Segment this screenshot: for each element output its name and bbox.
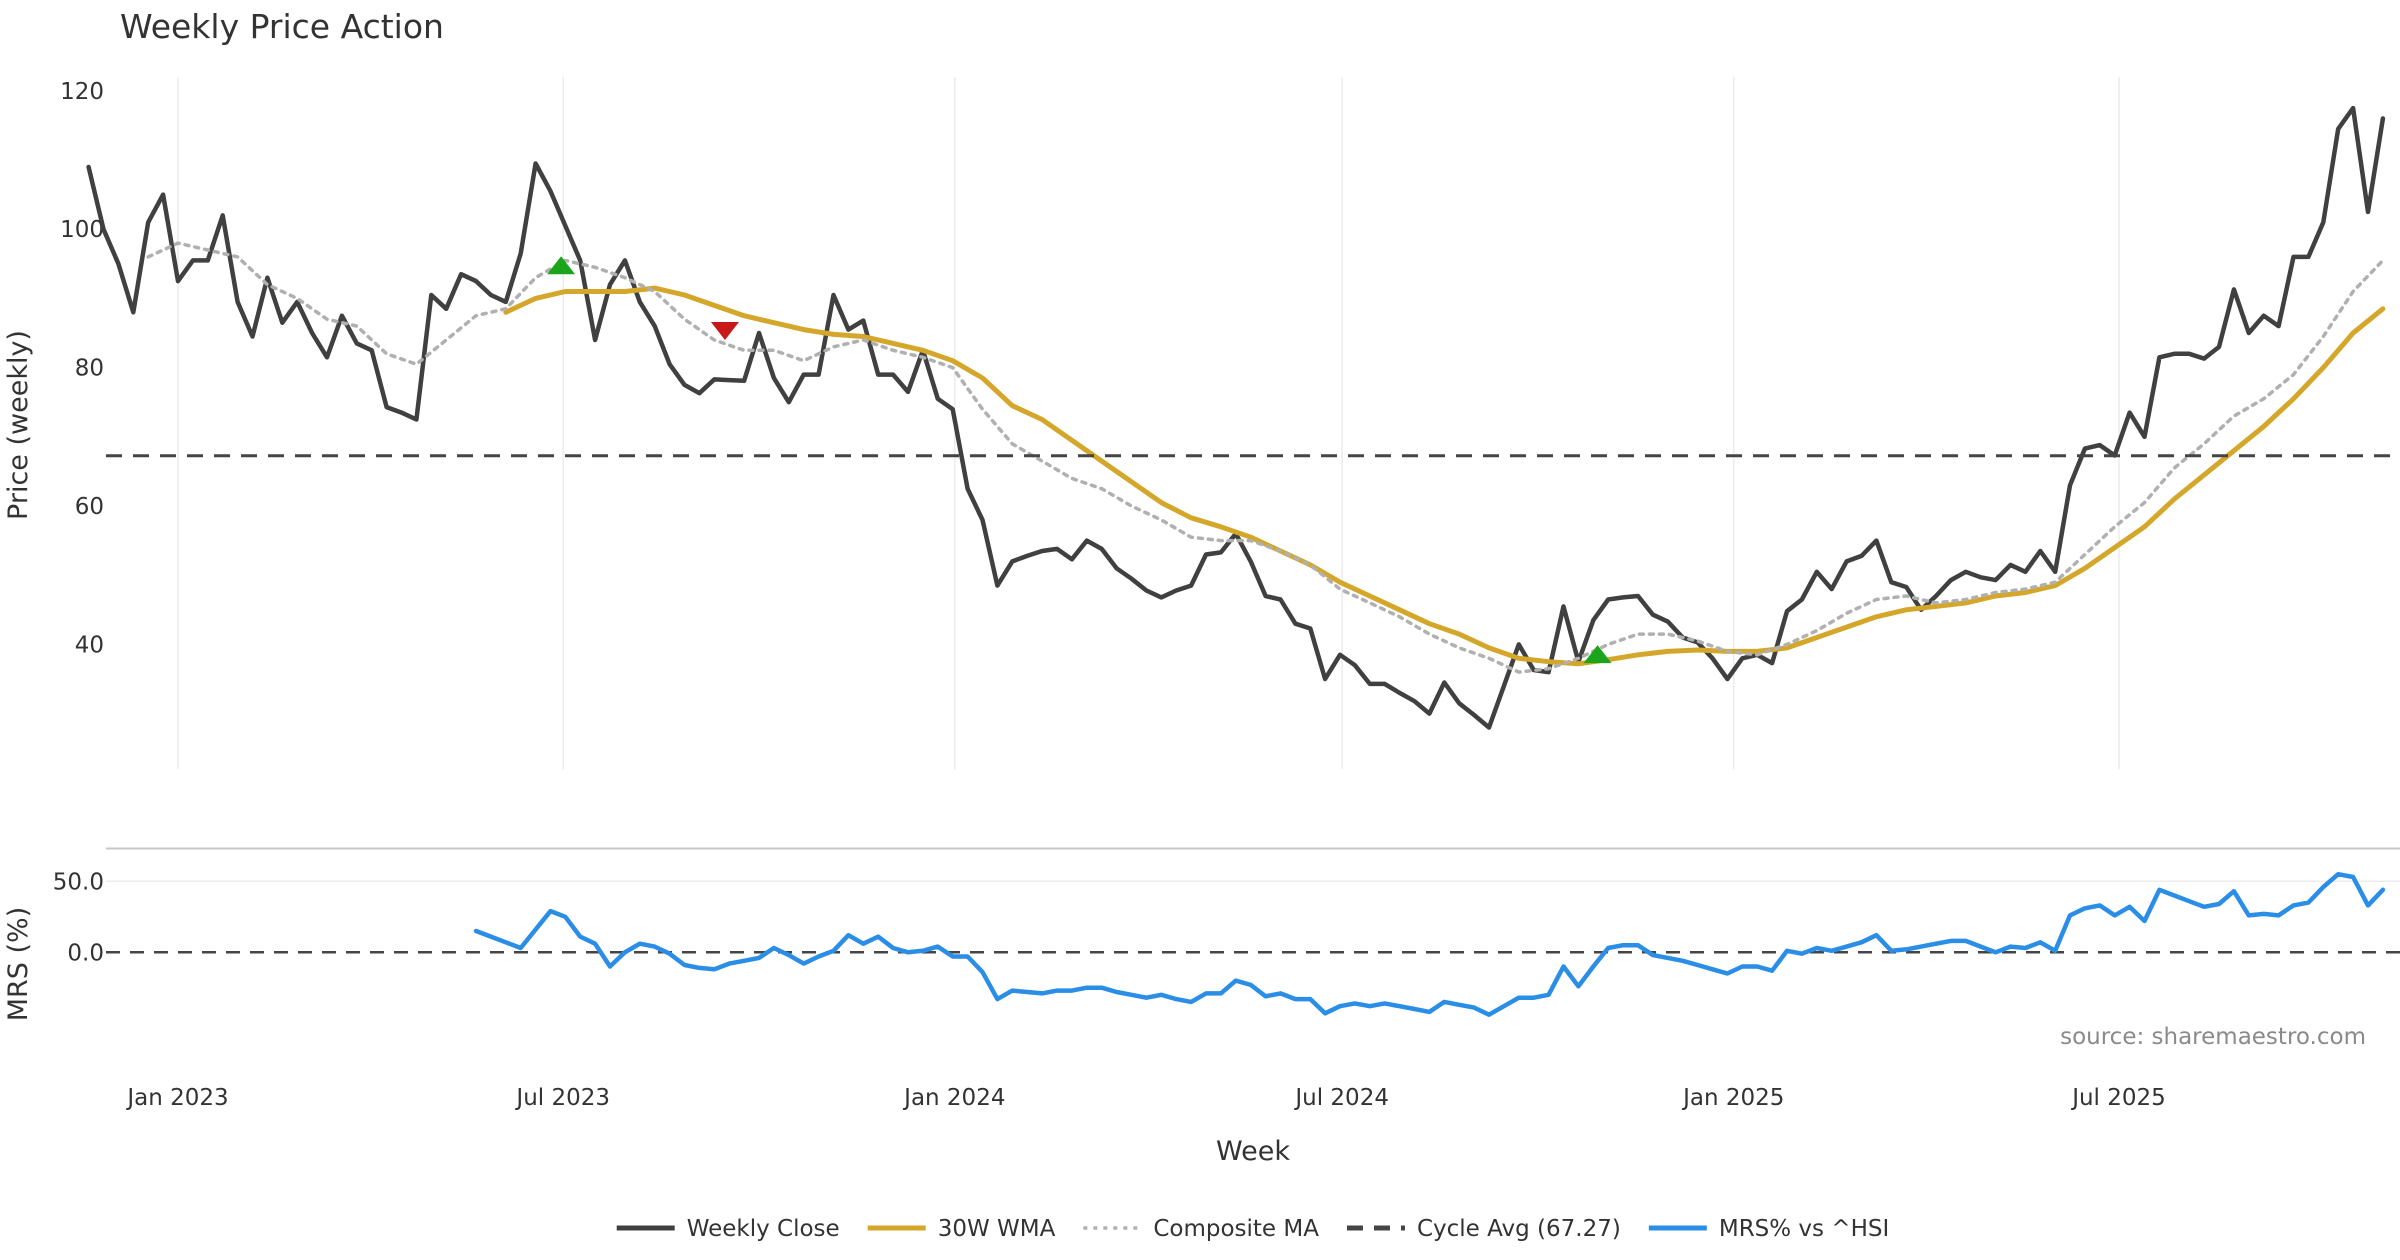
x-tick-label: Jul 2025 — [2070, 1085, 2166, 1111]
price-series — [86, 105, 2400, 730]
mrs-y-tick-label: 0.0 — [67, 940, 104, 966]
price-y-tick-label: 40 — [75, 632, 104, 658]
x-tick-label: Jan 2024 — [902, 1085, 1005, 1111]
x-axis-ticks: Jan 2023 Jul 2023 Jan 2024 Jul 2024 Jan 2025… — [125, 1085, 2165, 1111]
mrs-series — [473, 871, 2386, 1017]
legend-item: Cycle Avg (67.27) — [1346, 1216, 1621, 1242]
legend: Weekly Close 30W WMA Composite MA Cycle Avg… — [616, 1216, 1889, 1242]
mrs-y-ticks: 0.0 50.0 — [53, 869, 104, 966]
legend-label: MRS% vs ^HSI — [1719, 1216, 1889, 1242]
chart-title: Weekly Price Action — [120, 7, 444, 46]
series-30w-wma-line — [503, 285, 2386, 667]
price-y-tick-label: 100 — [60, 217, 104, 243]
mrs-panel: 0.0 50.0 MRS (%) source: sharemaestro.com — [3, 847, 2400, 1050]
x-axis-label: Week — [1216, 1136, 1290, 1167]
legend-label: Cycle Avg (67.27) — [1417, 1216, 1621, 1242]
legend-item: MRS% vs ^HSI — [1648, 1216, 1889, 1242]
signal-markers — [547, 256, 1612, 664]
price-y-tick-label: 80 — [75, 356, 104, 382]
price-y-ticks: 40 60 80 100 120 — [60, 79, 104, 659]
series-mrs-vs-hsi-line — [473, 871, 2386, 1017]
source-label: source: sharemaestro.com — [2060, 1024, 2366, 1050]
buy-signal-marker — [547, 256, 576, 275]
x-tick-label: Jan 2023 — [125, 1085, 228, 1111]
sell-signal-marker — [710, 321, 739, 340]
legend-item: Composite MA — [1083, 1216, 1319, 1242]
legend-label: Weekly Close — [687, 1216, 840, 1242]
x-tick-label: Jan 2025 — [1681, 1085, 1784, 1111]
legend-label: Composite MA — [1153, 1216, 1319, 1242]
mrs-y-axis-label: MRS (%) — [3, 907, 34, 1022]
legend-item: Weekly Close — [616, 1216, 840, 1242]
mrs-y-tick-label: 50.0 — [53, 869, 104, 895]
x-tick-label: Jul 2024 — [1293, 1085, 1389, 1111]
price-y-tick-label: 60 — [75, 494, 104, 520]
legend-item: 30W WMA — [867, 1216, 1056, 1242]
series-composite-ma-line — [146, 241, 2385, 674]
x-tick-label: Jul 2023 — [514, 1085, 610, 1111]
price-y-axis-label: Price (weekly) — [3, 330, 34, 520]
legend-label: 30W WMA — [938, 1216, 1056, 1242]
mrs-grid — [106, 880, 2400, 954]
price-panel: 40 60 80 100 120 Price (weekly) — [3, 77, 2400, 769]
price-grid — [177, 77, 2120, 769]
series-weekly-close-line — [86, 105, 2386, 730]
price-y-tick-label: 120 — [60, 79, 104, 105]
buy-signal-marker — [1583, 645, 1612, 664]
